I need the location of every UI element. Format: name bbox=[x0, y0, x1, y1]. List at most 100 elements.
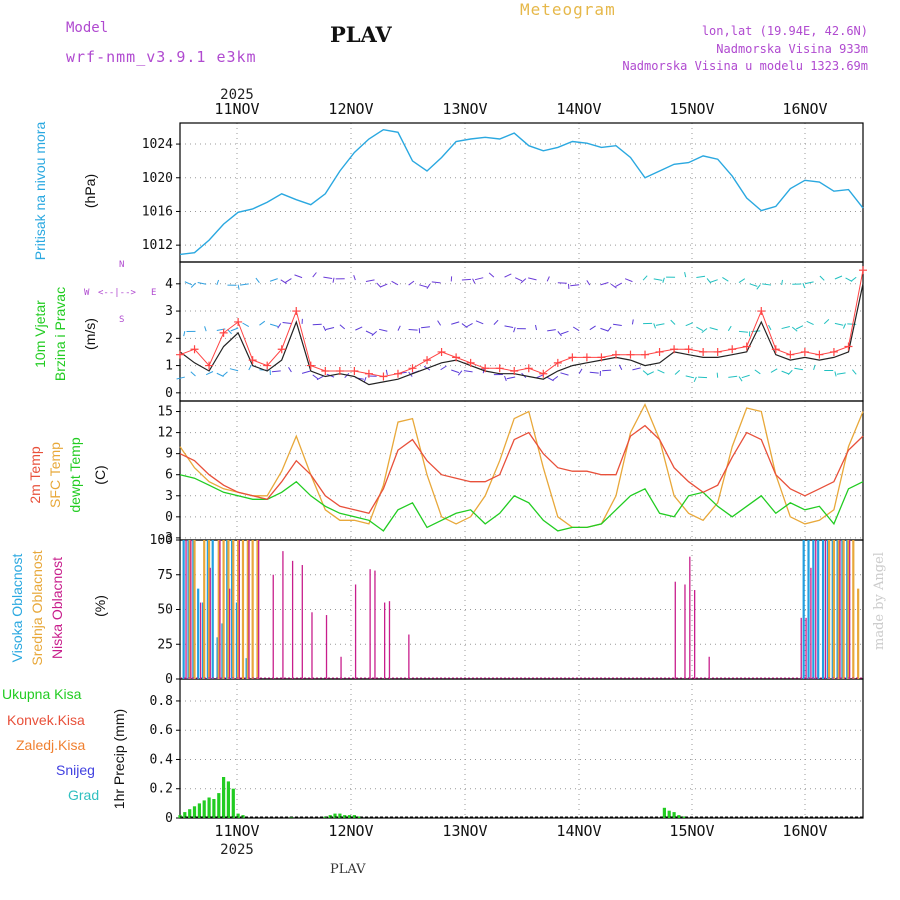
precip-ytick-label: 0 bbox=[165, 811, 173, 826]
wind-gust-marker bbox=[350, 367, 359, 376]
wind-direction-arrow bbox=[271, 370, 281, 373]
wind-direction-arrow bbox=[781, 326, 790, 330]
wind-direction-arrow bbox=[685, 375, 695, 379]
temperature-ytick-label: 12 bbox=[157, 426, 173, 441]
wind-gust-marker bbox=[757, 307, 766, 316]
wind-direction-arrow bbox=[363, 376, 367, 383]
wind-title-1: 10m Vjetar bbox=[32, 300, 48, 368]
wind-direction-arrow bbox=[385, 369, 388, 375]
compass-s: S bbox=[119, 315, 125, 325]
wind-gust-marker bbox=[408, 364, 417, 373]
wind-ytick-label: 0 bbox=[165, 386, 173, 401]
precip-bar bbox=[226, 781, 230, 818]
pressure-title: Pritisak na nivou mora bbox=[32, 121, 48, 261]
wind-gust-line bbox=[179, 270, 864, 378]
dewpt-temp-line bbox=[179, 474, 864, 532]
wind-direction-arrow bbox=[408, 280, 415, 286]
wind-direction-arrow bbox=[259, 320, 266, 326]
wind-gust-marker bbox=[452, 353, 461, 362]
wind-gust-marker bbox=[481, 364, 490, 373]
wind-gust-marker bbox=[248, 356, 257, 365]
wind-gust-marker bbox=[742, 342, 751, 351]
year-bottom: 2025 bbox=[220, 842, 254, 858]
wind-direction-arrow bbox=[578, 368, 583, 374]
wind-direction-arrow bbox=[230, 327, 239, 332]
precip-bar bbox=[236, 813, 240, 818]
wind-direction-arrow bbox=[504, 375, 507, 382]
wind-direction-arrow bbox=[674, 369, 681, 375]
temp2m-line bbox=[179, 424, 864, 515]
wind-direction-arrow bbox=[365, 279, 375, 283]
wind-direction-arrow bbox=[834, 371, 837, 377]
compass-n: N bbox=[119, 260, 125, 270]
pressure-unit: (hPa) bbox=[82, 173, 98, 209]
wind-direction-arrow bbox=[802, 283, 806, 289]
wind-direction-arrow bbox=[285, 278, 292, 283]
wind-direction-arrow bbox=[355, 326, 363, 331]
wind-direction-arrow bbox=[670, 319, 676, 325]
wind-direction-arrow bbox=[546, 276, 550, 282]
wind-direction-arrow bbox=[728, 375, 738, 378]
day-label-bottom: 15NOV bbox=[669, 822, 714, 840]
pressure-ytick-label: 1012 bbox=[142, 238, 173, 253]
wind-direction-arrow bbox=[488, 272, 495, 278]
wind-gust-marker bbox=[815, 350, 824, 359]
wind-direction-arrow bbox=[280, 279, 287, 285]
wind-direction-arrow bbox=[288, 367, 292, 373]
wind-direction-arrow bbox=[834, 322, 844, 326]
wind-gust-marker bbox=[437, 347, 446, 356]
precip-bar bbox=[207, 797, 211, 818]
temperature-ytick-label: 15 bbox=[157, 405, 173, 420]
wind-direction-arrow bbox=[421, 326, 431, 329]
wind-direction-arrow bbox=[240, 283, 249, 286]
wind-gust-marker bbox=[335, 367, 344, 376]
day-label-top: 11NOV bbox=[214, 100, 259, 118]
wind-ytick-label: 3 bbox=[165, 304, 173, 319]
wind-direction-arrow bbox=[642, 275, 648, 281]
wind-direction-arrow bbox=[738, 376, 743, 382]
wind-direction-arrow bbox=[795, 325, 804, 330]
cloud-ytick-label: 75 bbox=[157, 568, 173, 583]
wind-direction-arrow bbox=[607, 326, 612, 332]
precip-bar bbox=[212, 799, 216, 818]
wind-gust-marker bbox=[844, 342, 853, 351]
wind-gust-marker bbox=[859, 266, 867, 275]
wind-gust-marker bbox=[611, 350, 620, 359]
wind-direction-arrow bbox=[850, 276, 857, 282]
temperature-ytick-label: 0 bbox=[165, 510, 173, 525]
wind-direction-arrow bbox=[419, 284, 428, 288]
precip-bar bbox=[197, 803, 201, 818]
day-label-bottom: 16NOV bbox=[782, 822, 827, 840]
compass-w: W bbox=[84, 288, 90, 298]
wind-direction-arrow bbox=[805, 281, 814, 285]
precip-bar bbox=[662, 807, 666, 818]
day-label-top: 12NOV bbox=[328, 100, 373, 118]
wind-direction-arrow bbox=[754, 369, 761, 375]
precip-bar bbox=[357, 816, 361, 818]
wind-gust-marker bbox=[829, 347, 838, 356]
wind-direction-arrow bbox=[756, 284, 761, 290]
cloud-low-title: Niska Oblacnost bbox=[49, 557, 65, 659]
precip-ytick-label: 0.2 bbox=[150, 782, 173, 797]
wind-direction-arrow bbox=[474, 277, 484, 281]
wind-direction-arrow bbox=[806, 320, 814, 325]
wind-direction-arrow bbox=[722, 276, 729, 282]
wind-direction-arrow bbox=[365, 330, 374, 335]
wind-direction-arrow bbox=[408, 329, 418, 331]
wind-direction-arrow bbox=[493, 319, 499, 325]
pressure-ytick-label: 1020 bbox=[142, 171, 173, 186]
wind-direction-arrow bbox=[631, 319, 634, 325]
cloud-ytick-label: 25 bbox=[157, 637, 173, 652]
wind-direction-arrow bbox=[205, 371, 214, 376]
wind-direction-arrow bbox=[190, 282, 196, 288]
wind-gust-marker bbox=[205, 361, 214, 370]
wind-direction-arrow bbox=[190, 371, 196, 377]
precip-ytick-label: 0.6 bbox=[150, 723, 173, 738]
page-title: PLAV bbox=[330, 22, 392, 47]
precip-snow-label: Snijeg bbox=[56, 762, 95, 778]
wind-direction-arrow bbox=[316, 375, 324, 381]
wind-gust-marker bbox=[176, 350, 184, 359]
wind-direction-arrow bbox=[589, 325, 596, 331]
precip-bar bbox=[183, 812, 187, 818]
